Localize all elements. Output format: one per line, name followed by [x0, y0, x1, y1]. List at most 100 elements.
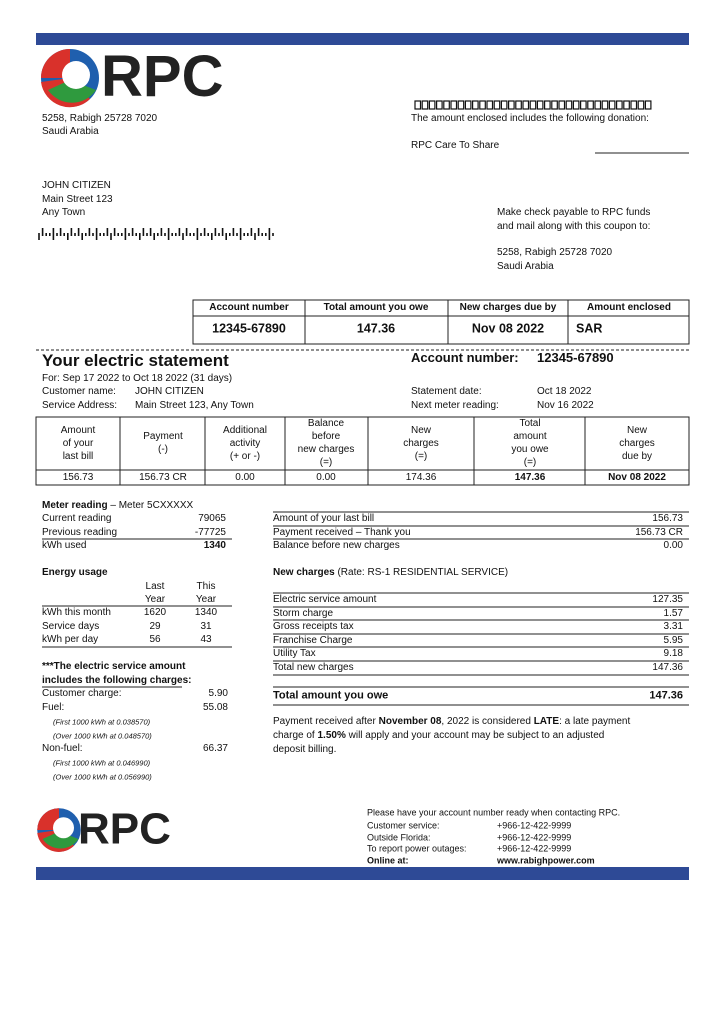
- text: Online at:: [367, 855, 409, 866]
- summary-header: Balance: [307, 418, 345, 429]
- text: Make check payable to RPC funds: [497, 207, 651, 218]
- text: (Over 1000 kWh at 0.048570): [53, 731, 152, 740]
- coupon-value: SAR: [576, 321, 603, 336]
- text-run: will apply and your account may be subje…: [345, 730, 605, 741]
- text: For: Sep 17 2022 to Oct 18 2022 (31 days…: [42, 373, 233, 384]
- text: kWh per day: [42, 634, 99, 645]
- coupon-grid: [192, 299, 690, 345]
- text: New charges (Rate: RS-1 RESIDENTIAL SERV…: [273, 567, 508, 579]
- text: Main Street 123: [42, 193, 113, 205]
- text: -77725: [194, 526, 226, 538]
- logo-text: RPC: [101, 44, 224, 110]
- bottom-bar: [36, 867, 689, 880]
- text: Year: [144, 594, 166, 605]
- summary-header: (=): [414, 450, 428, 462]
- text: Next meter reading:: [411, 400, 499, 411]
- postal-barcode: [38, 228, 274, 240]
- text: 5.90: [208, 688, 228, 699]
- text: Electric service amount: [273, 594, 377, 605]
- text: includes the following charges:: [42, 675, 192, 686]
- text: Outside Florida:: [367, 832, 431, 843]
- text: 29: [149, 620, 161, 632]
- text: 156.73 CR: [635, 526, 683, 538]
- text: Customer name:: [42, 386, 116, 397]
- text: 43: [200, 634, 212, 645]
- summary-header: due by: [621, 450, 653, 462]
- coupon-header: Account number: [209, 302, 289, 313]
- summary-header: Amount: [60, 424, 96, 436]
- text: www.rabighpower.com: [497, 855, 595, 866]
- coupon-value: Nov 08 2022: [471, 321, 545, 336]
- text: Nov 16 2022: [537, 400, 594, 411]
- summary-header: activity: [229, 437, 261, 449]
- summary-header: amount: [513, 431, 547, 442]
- summary-value: 156.73: [62, 472, 94, 483]
- logo-emblem: [37, 808, 81, 852]
- summary-header: of your: [62, 437, 94, 449]
- text: Meter reading – Meter 5CXXXXX: [42, 500, 193, 512]
- rules: [42, 511, 689, 706]
- text: +966-12-422-9999: [497, 832, 572, 843]
- summary-header: you owe: [511, 444, 549, 455]
- top-bar: [36, 33, 689, 45]
- text: 31: [200, 620, 212, 632]
- summary-value: 0.00: [235, 472, 255, 483]
- text: Previous reading: [42, 526, 118, 538]
- coupon-header: Amount enclosed: [587, 302, 671, 313]
- text: 156.73: [652, 513, 683, 524]
- summary-header: New: [410, 424, 432, 436]
- summary-value: Nov 08 2022: [608, 472, 666, 483]
- summary-header: Total: [519, 418, 541, 429]
- text-run: deposit billing.: [273, 744, 337, 755]
- text-run: Payment received after: [273, 716, 379, 727]
- text: Energy usage: [42, 567, 108, 578]
- summary-header: charges: [619, 437, 655, 449]
- text: Account number:: [411, 350, 519, 366]
- text: 1.57: [663, 607, 683, 619]
- summary-header: (+ or -): [229, 450, 261, 462]
- text: ***The electric service amount: [42, 661, 186, 672]
- summary-header: Additional: [223, 424, 267, 436]
- text: Franchise Charge: [273, 634, 353, 646]
- text: 127.35: [652, 594, 683, 605]
- text: Saudi Arabia: [42, 126, 99, 137]
- text: 5258, Rabigh 25728 7020: [497, 247, 613, 258]
- text: Main Street 123, Any Town: [135, 400, 254, 411]
- text-run: November 08: [378, 716, 442, 727]
- summary-header: New: [626, 424, 648, 436]
- text: 56: [149, 634, 161, 645]
- text-run: Meter reading: [42, 500, 108, 511]
- coupon-header: New charges due by: [459, 302, 557, 313]
- text-run: – Meter 5CXXXXX: [107, 500, 194, 511]
- text-run: LATE: [533, 716, 560, 727]
- text: charge of 1.50% will apply and your acco…: [273, 730, 604, 742]
- text: The amount enclosed includes the followi…: [411, 113, 649, 124]
- text-run: , 2022 is considered: [441, 716, 534, 727]
- text: 1620: [143, 607, 167, 618]
- text-run: charge of: [273, 730, 318, 741]
- text: (First 1000 kWh at 0.046990): [53, 758, 151, 768]
- text: Customer service:: [367, 820, 440, 831]
- text: Current reading: [42, 513, 112, 524]
- text: Payment received – Thank you: [273, 526, 411, 538]
- text: Please have your account number ready wh…: [367, 807, 621, 818]
- text: +966-12-422-9999: [497, 843, 572, 854]
- text-run: (Rate: RS-1 RESIDENTIAL SERVICE): [334, 567, 509, 578]
- coupon-value: 12345-67890: [212, 321, 286, 336]
- text: (First 1000 kWh at 0.038570): [53, 717, 151, 727]
- text: To report power outages:: [367, 843, 467, 854]
- text: 55.08: [202, 702, 228, 713]
- text: Storm charge: [273, 607, 334, 619]
- summary-value: 156.73 CR: [139, 472, 187, 483]
- text: Year: [195, 594, 217, 605]
- text: Fuel:: [42, 702, 65, 713]
- coupon-header: Total amount you owe: [323, 302, 429, 313]
- text: JOHN CITIZEN: [135, 386, 204, 397]
- summary-value: 0.00: [316, 472, 336, 483]
- summary-grid: [35, 416, 690, 486]
- summary-header: last bill: [62, 450, 94, 462]
- text: 66.37: [202, 743, 228, 754]
- summary-header: new charges: [297, 444, 355, 455]
